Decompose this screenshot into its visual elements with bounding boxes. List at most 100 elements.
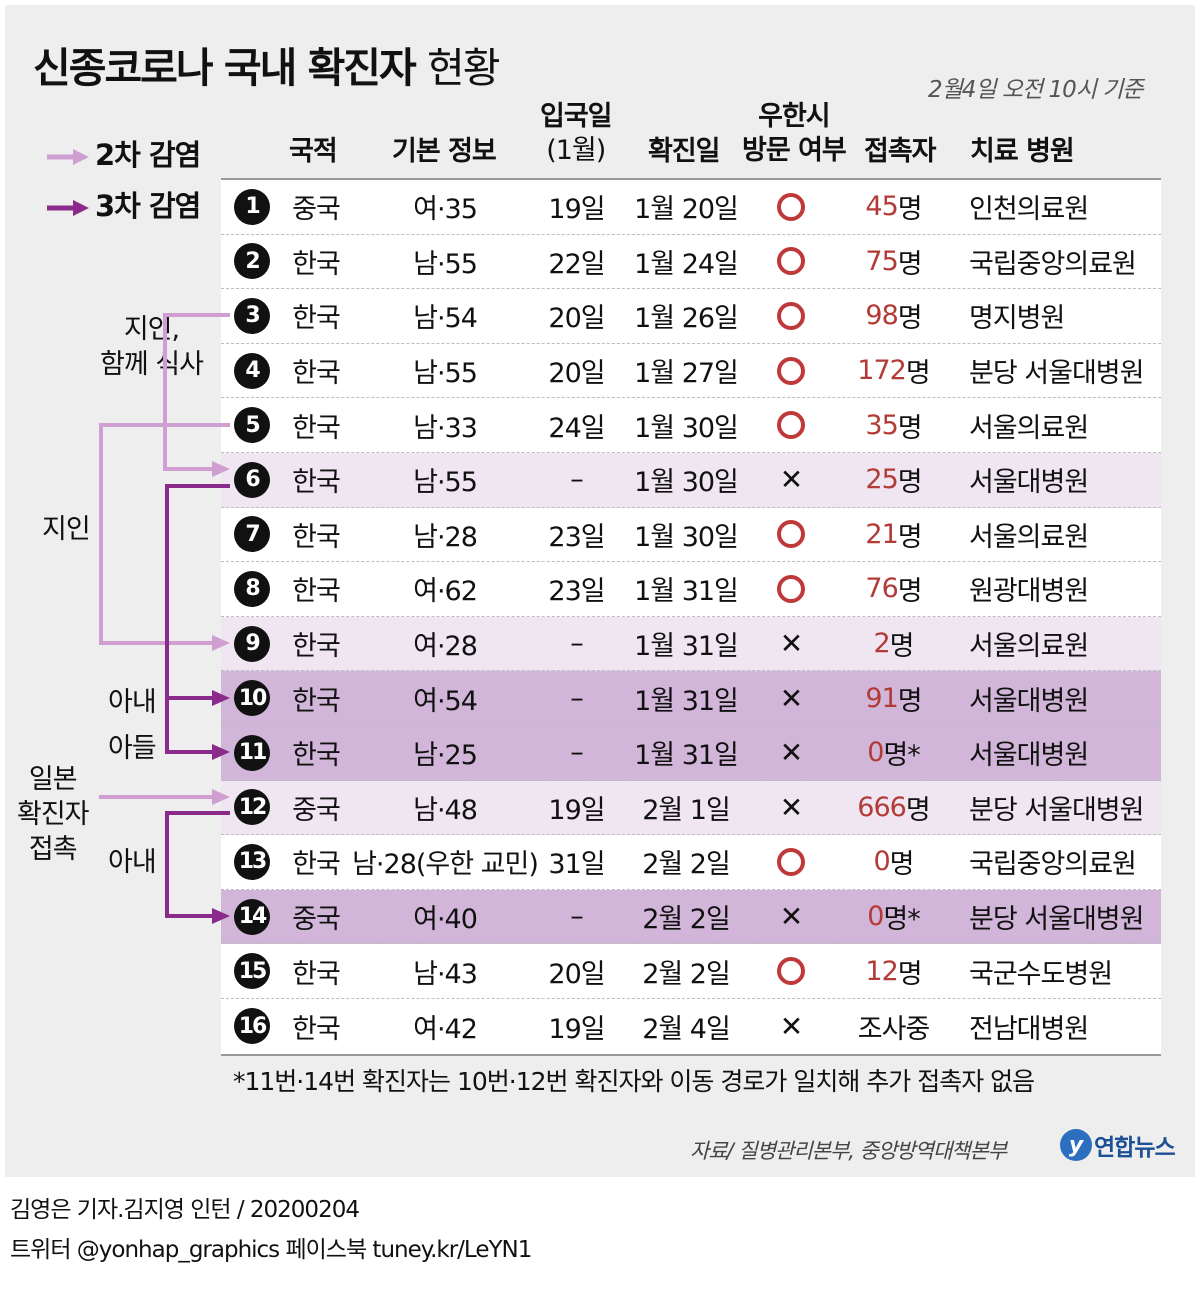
table-row: 5 한국 남·33 24일 1월 30일 35 명 서울의료원 [221, 398, 1161, 453]
contacts-count: 666 [857, 791, 907, 823]
entry-date-cell: – [570, 628, 584, 660]
header-hospital: 치료 병원 [970, 136, 1075, 167]
wuhan-visit-cell [751, 398, 831, 452]
basis-time: 2월4일 오전 10시 기준 [928, 77, 1144, 103]
contacts-unit: 명 [889, 849, 915, 881]
patient-number-cell: 16 [233, 999, 271, 1054]
no-cross-icon: ✕ [779, 681, 803, 715]
wuhan-visit-cell [751, 344, 831, 398]
header-entry-line1: 입국일 [540, 101, 613, 132]
entry-date-cell: 20일 [548, 958, 605, 990]
entry-date-cell: 19일 [548, 1013, 605, 1045]
yes-circle-icon [777, 301, 805, 330]
contacts-count: 35 [865, 409, 898, 441]
patient-number-badge: 3 [234, 297, 270, 334]
yes-circle-icon [777, 411, 805, 440]
patient-number-cell: 1 [233, 180, 271, 234]
contacts-count: 0 [867, 737, 884, 769]
table-row: 8 한국 여·62 23일 1월 31일 76 명 원광대병원 [221, 562, 1161, 617]
credit-reporters: 김영은 기자.김지영 인턴 / 20200204 [10, 1197, 360, 1223]
contacts-count: 75 [865, 245, 898, 277]
hospital-cell: 분당 서울대병원 [969, 904, 1144, 936]
entry-date-cell: 23일 [548, 521, 605, 553]
hospital-cell: 서울대병원 [969, 740, 1089, 772]
wuhan-visit-cell: ✕ [751, 617, 831, 671]
header-visit-line2: 방문 여부 [742, 135, 847, 166]
entry-date-cell: 20일 [548, 358, 605, 390]
yonhap-logo-icon: y [1060, 1129, 1092, 1161]
nationality-cell: 한국 [292, 358, 341, 390]
confirmed-date-cell: 1월 30일 [634, 412, 739, 444]
contacts-cell: 75 명 [836, 235, 951, 289]
logo-text: 연합뉴스 [1094, 1135, 1176, 1161]
wuhan-visit-cell [751, 944, 831, 998]
patient-number-badge: 14 [234, 898, 270, 935]
wuhan-visit-cell [751, 508, 831, 562]
confirmed-date-cell: 1월 20일 [634, 194, 739, 226]
contacts-cell: 45 명 [836, 180, 951, 234]
contacts-cell: 76 명 [836, 562, 951, 616]
confirmed-date-cell: 2월 2일 [642, 958, 731, 990]
yes-circle-icon [777, 247, 805, 276]
relation-label: 지인, [123, 314, 180, 345]
contacts-count: 76 [865, 573, 898, 605]
yes-circle-icon [777, 520, 805, 549]
patient-number-cell: 5 [233, 398, 271, 452]
entry-date-cell: – [570, 901, 584, 933]
contacts-cell: 조사중 [836, 999, 951, 1054]
patient-number-badge: 10 [234, 680, 270, 717]
arrow-6-to-10 [165, 484, 230, 700]
patient-number-badge: 5 [234, 407, 270, 444]
relation-label: 접촉 [28, 834, 78, 865]
contacts-unit: 명 [897, 248, 923, 280]
table-row: 1 중국 여·35 19일 1월 20일 45 명 인천의료원 [221, 180, 1161, 235]
basic-info-cell: 여·28 [413, 631, 478, 663]
contacts-unit: 조사중 [857, 1013, 931, 1045]
contacts-unit: 명* [883, 740, 920, 772]
yes-circle-icon [777, 192, 805, 221]
arrow-3-to-6 [163, 313, 230, 471]
table-row: 9 한국 여·28 – 1월 31일 ✕ 2 명 서울의료원 [221, 616, 1161, 672]
confirmed-date-cell: 1월 30일 [634, 521, 739, 553]
legend-label: 2차 감염 [95, 138, 201, 172]
entry-date-cell: 19일 [548, 194, 605, 226]
contacts-cell: 172 명 [836, 344, 951, 398]
entry-date-cell: 19일 [548, 794, 605, 826]
header-entry-line2: (1월) [546, 135, 606, 166]
contacts-unit: 명 [905, 794, 931, 826]
basic-info-cell: 여·42 [413, 1013, 478, 1045]
contacts-count: 45 [865, 191, 898, 223]
no-cross-icon: ✕ [779, 463, 803, 497]
arrow-6-to-11 [165, 698, 214, 754]
confirmed-date-cell: 1월 31일 [634, 740, 739, 772]
basic-info-cell: 남·25 [413, 740, 478, 772]
nationality-cell: 한국 [292, 1013, 341, 1045]
hospital-cell: 국군수도병원 [969, 958, 1113, 990]
wuhan-visit-cell [751, 289, 831, 343]
basic-info-cell: 남·43 [413, 958, 478, 990]
no-cross-icon: ✕ [779, 790, 803, 824]
relation-label: 함께 식사 [100, 349, 204, 380]
no-cross-icon: ✕ [779, 736, 803, 770]
arrow-12-to-14 [165, 811, 230, 918]
nationality-cell: 한국 [292, 467, 341, 499]
patient-number-badge: 6 [234, 461, 270, 498]
patient-number-cell: 13 [233, 835, 271, 889]
yonhap-logo: y 연합뉴스 [1060, 1128, 1176, 1162]
contacts-unit: 명 [897, 576, 923, 608]
hospital-cell: 국립중앙의료원 [969, 849, 1137, 881]
contacts-unit: 명 [905, 358, 931, 390]
hospital-cell: 서울의료원 [969, 412, 1089, 444]
relation-label: 확진자 [17, 799, 90, 830]
patient-number-cell: 8 [233, 562, 271, 616]
wuhan-visit-cell: ✕ [751, 999, 831, 1054]
arrowhead [212, 744, 230, 760]
arrowhead [212, 690, 230, 706]
contacts-unit: 명 [897, 303, 923, 335]
relation-acquaintance-meal: 지인, 함께 식사 [100, 312, 204, 382]
patient-number-cell: 2 [233, 235, 271, 289]
wuhan-visit-cell: ✕ [751, 781, 831, 835]
hospital-cell: 분당 서울대병원 [969, 358, 1144, 390]
patient-number-cell: 3 [233, 289, 271, 343]
